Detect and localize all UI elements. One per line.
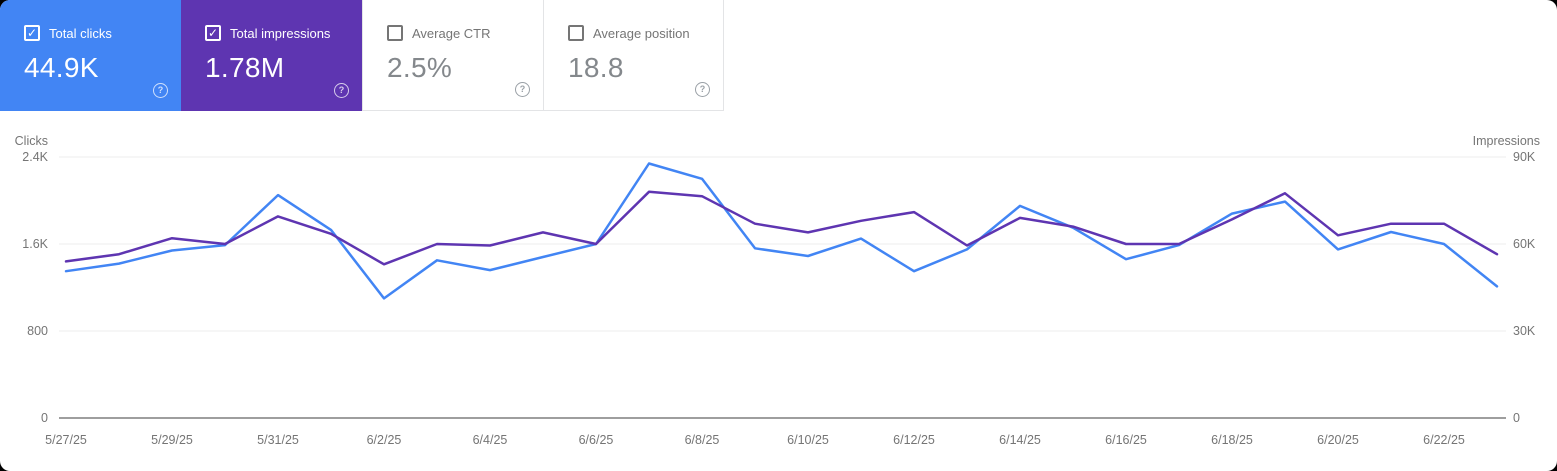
help-icon[interactable]: ? (153, 83, 168, 98)
checkbox-average-ctr[interactable] (387, 25, 403, 41)
checkbox-average-position[interactable] (568, 25, 584, 41)
right-axis-tick-label: 60K (1513, 237, 1536, 251)
right-axis-tick-label: 90K (1513, 150, 1536, 164)
metric-card-header: ✓ Total clicks (24, 25, 181, 41)
x-tick-label: 6/22/25 (1423, 433, 1465, 447)
right-axis-tick-label: 30K (1513, 324, 1536, 338)
right-axis-tick-label: 0 (1513, 411, 1520, 425)
checkbox-total-impressions[interactable]: ✓ (205, 25, 221, 41)
metric-card-average-position[interactable]: Average position 18.8 ? (543, 0, 724, 111)
metric-card-label: Average position (593, 25, 690, 41)
x-tick-label: 6/18/25 (1211, 433, 1253, 447)
impressions-line (64, 190, 1499, 266)
metric-card-value: 1.78M (205, 52, 285, 83)
x-tick-label: 6/16/25 (1105, 433, 1147, 447)
metric-card-total-clicks[interactable]: ✓ Total clicks 44.9K ? (0, 0, 181, 111)
metric-card-label: Total clicks (49, 25, 112, 41)
metric-card-header: Average position (568, 25, 723, 41)
x-tick-label: 6/8/25 (685, 433, 720, 447)
help-icon[interactable]: ? (334, 83, 349, 98)
x-tick-label: 6/14/25 (999, 433, 1041, 447)
help-icon[interactable]: ? (695, 82, 710, 97)
metric-card-label: Average CTR (412, 25, 491, 41)
x-tick-label: 6/10/25 (787, 433, 829, 447)
x-tick-label: 6/12/25 (893, 433, 935, 447)
checkbox-total-clicks[interactable]: ✓ (24, 25, 40, 41)
left-axis-tick-label: 0 (41, 411, 48, 425)
metric-cards: ✓ Total clicks 44.9K ? ✓ Total impressio… (0, 0, 724, 111)
clicks-line (64, 162, 1499, 300)
left-axis-tick-label: 2.4K (22, 150, 48, 164)
metric-card-total-impressions[interactable]: ✓ Total impressions 1.78M ? (181, 0, 362, 111)
x-tick-label: 5/29/25 (151, 433, 193, 447)
left-axis-tick-label: 1.6K (22, 237, 48, 251)
x-tick-label: 5/27/25 (45, 433, 87, 447)
x-tick-label: 6/6/25 (579, 433, 614, 447)
metric-card-value: 44.9K (24, 52, 99, 83)
metric-card-average-ctr[interactable]: Average CTR 2.5% ? (362, 0, 543, 111)
help-icon[interactable]: ? (515, 82, 530, 97)
metric-card-value: 18.8 (568, 52, 624, 83)
metric-card-header: Average CTR (387, 25, 543, 41)
metric-card-value: 2.5% (387, 52, 453, 83)
left-axis-title: Clicks (14, 134, 48, 148)
metric-card-label: Total impressions (230, 25, 331, 41)
x-tick-label: 6/2/25 (367, 433, 402, 447)
x-tick-label: 5/31/25 (257, 433, 299, 447)
x-tick-label: 6/4/25 (473, 433, 508, 447)
left-axis-tick-label: 800 (27, 324, 48, 338)
right-axis-title: Impressions (1472, 134, 1540, 148)
metric-card-header: ✓ Total impressions (205, 25, 362, 41)
x-tick-label: 6/20/25 (1317, 433, 1359, 447)
